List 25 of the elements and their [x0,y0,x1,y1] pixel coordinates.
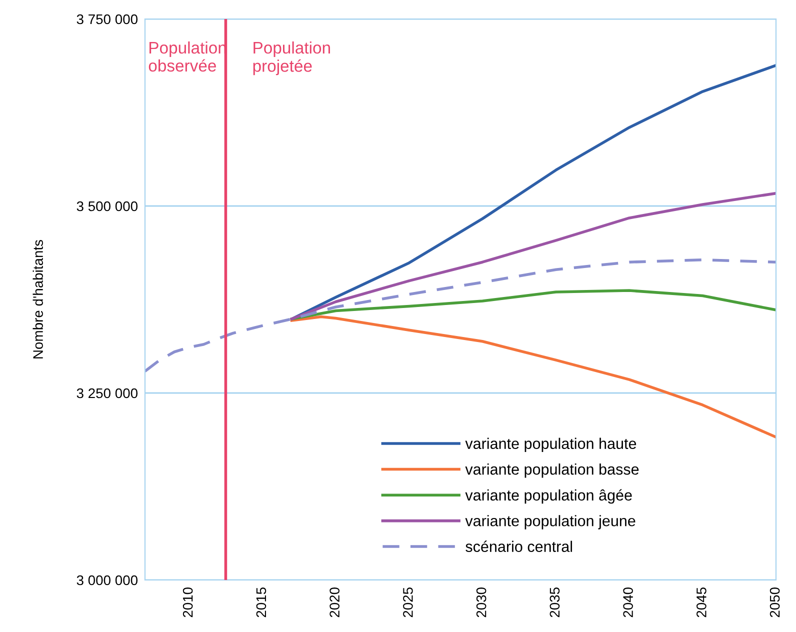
x-tick-label: 2050 [770,587,780,618]
annotation: Population observée [148,41,226,72]
x-tick-label: 2045 [696,588,706,618]
legend-label: variante population jeune [465,515,636,530]
legend-label: scénario central [466,540,572,552]
y-tick-label: 3 500 000 [76,201,138,212]
x-tick-label: 2020 [330,587,340,618]
y-axis-title: Nombre d'habitants [32,240,43,358]
line-series [145,258,776,373]
x-tick-label: 2025 [403,588,413,618]
line-series [290,289,776,320]
y-tick-label: 3 250 000 [76,388,138,398]
x-tick-label: 2035 [550,588,560,618]
x-tick-label: 2015 [256,588,266,618]
x-tick-label: 2040 [623,587,633,618]
line-series [290,192,776,320]
y-tick-label: 3 750 000 [76,14,138,24]
legend-label: variante population haute [465,438,636,452]
x-tick-label: 2030 [476,587,486,618]
legend-label: variante population âgée [465,489,632,504]
line-series [290,315,776,439]
x-tick-label: 2010 [182,587,193,618]
legend-label: variante population basse [465,464,639,478]
y-tick-label: 3 000 000 [76,575,138,586]
annotation: Population projetée [253,41,330,76]
